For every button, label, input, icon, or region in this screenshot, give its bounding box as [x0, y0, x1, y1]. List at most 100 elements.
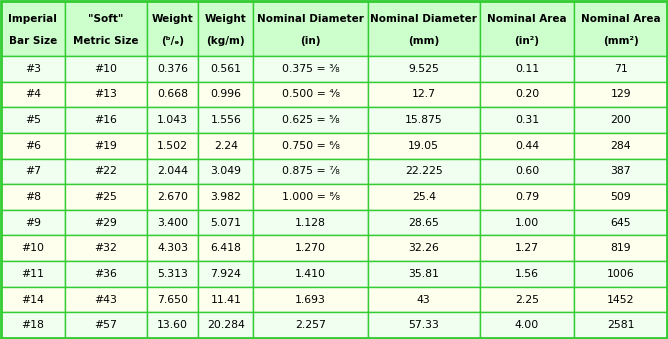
Bar	[368, 107, 480, 133]
Bar	[480, 236, 574, 261]
Bar	[480, 210, 574, 236]
Text: #10: #10	[21, 243, 44, 253]
Bar	[368, 56, 480, 82]
Bar	[480, 56, 574, 82]
Bar	[480, 287, 574, 312]
Bar	[574, 236, 667, 261]
Text: #22: #22	[94, 166, 117, 176]
Bar	[65, 312, 146, 338]
Text: 0.79: 0.79	[515, 192, 539, 202]
Text: 57.33: 57.33	[408, 320, 439, 330]
Text: 1.693: 1.693	[295, 295, 326, 304]
Text: 2581: 2581	[607, 320, 635, 330]
Text: #10: #10	[94, 64, 117, 74]
Bar	[253, 107, 368, 133]
Text: 1452: 1452	[607, 295, 635, 304]
Bar	[368, 312, 480, 338]
Text: 20.284: 20.284	[207, 320, 244, 330]
Text: 1.00: 1.00	[515, 218, 539, 227]
Bar	[574, 107, 667, 133]
Bar	[253, 236, 368, 261]
Text: 0.668: 0.668	[157, 89, 188, 99]
Bar	[65, 133, 146, 159]
Text: #14: #14	[21, 295, 44, 304]
Text: 1.043: 1.043	[157, 115, 188, 125]
Text: 6.418: 6.418	[210, 243, 241, 253]
Bar	[198, 210, 253, 236]
Bar	[480, 261, 574, 287]
Text: Nominal Area: Nominal Area	[487, 14, 566, 24]
Bar	[368, 287, 480, 312]
Bar	[65, 287, 146, 312]
Bar	[146, 159, 198, 184]
Text: 0.375 = ³⁄₈: 0.375 = ³⁄₈	[282, 64, 339, 74]
Bar	[1, 210, 65, 236]
Text: 12.7: 12.7	[411, 89, 436, 99]
Text: 387: 387	[611, 166, 631, 176]
Bar	[198, 261, 253, 287]
Text: 15.875: 15.875	[405, 115, 443, 125]
Bar	[146, 82, 198, 107]
Bar	[1, 159, 65, 184]
Bar	[480, 82, 574, 107]
Bar	[146, 56, 198, 82]
Text: 4.303: 4.303	[157, 243, 188, 253]
Text: 1.000 = ⁸⁄₈: 1.000 = ⁸⁄₈	[282, 192, 339, 202]
Text: 1.27: 1.27	[515, 243, 539, 253]
Text: 819: 819	[611, 243, 631, 253]
Bar	[368, 184, 480, 210]
Bar	[574, 56, 667, 82]
Text: 284: 284	[611, 141, 631, 151]
Bar	[480, 184, 574, 210]
Text: 5.313: 5.313	[157, 269, 188, 279]
Text: Weight: Weight	[152, 14, 193, 24]
Bar	[253, 312, 368, 338]
Text: #18: #18	[21, 320, 44, 330]
Text: 2.24: 2.24	[214, 141, 238, 151]
Text: (in²): (in²)	[514, 36, 540, 46]
Text: 3.400: 3.400	[157, 218, 188, 227]
Bar	[480, 159, 574, 184]
Bar	[574, 159, 667, 184]
Text: 71: 71	[614, 64, 627, 74]
Bar	[1, 312, 65, 338]
Bar	[1, 236, 65, 261]
Text: Metric Size: Metric Size	[73, 36, 138, 46]
Bar	[253, 184, 368, 210]
Text: #57: #57	[94, 320, 117, 330]
Bar	[253, 133, 368, 159]
Text: 0.875 = ⁷⁄₈: 0.875 = ⁷⁄₈	[282, 166, 339, 176]
Bar	[146, 261, 198, 287]
Bar	[1, 107, 65, 133]
Text: 7.650: 7.650	[157, 295, 188, 304]
Text: 28.65: 28.65	[408, 218, 439, 227]
Bar	[1, 287, 65, 312]
Text: 2.25: 2.25	[515, 295, 539, 304]
Bar	[65, 107, 146, 133]
Bar	[1, 133, 65, 159]
Text: 0.376: 0.376	[157, 64, 188, 74]
Text: 1006: 1006	[607, 269, 635, 279]
Text: "Soft": "Soft"	[88, 14, 124, 24]
Text: (in): (in)	[301, 36, 321, 46]
Bar	[198, 82, 253, 107]
Text: #11: #11	[21, 269, 44, 279]
Text: 1.128: 1.128	[295, 218, 326, 227]
Text: 22.225: 22.225	[405, 166, 443, 176]
Bar	[574, 210, 667, 236]
Text: 0.996: 0.996	[210, 89, 241, 99]
Text: (mm): (mm)	[408, 36, 440, 46]
Text: #8: #8	[25, 192, 41, 202]
Bar	[368, 236, 480, 261]
Bar	[368, 82, 480, 107]
Bar	[198, 56, 253, 82]
Bar	[253, 210, 368, 236]
Bar	[146, 287, 198, 312]
Bar	[65, 159, 146, 184]
Bar	[1, 1, 65, 56]
Text: 1.56: 1.56	[515, 269, 539, 279]
Bar	[65, 261, 146, 287]
Bar	[368, 210, 480, 236]
Text: 0.500 = ⁴⁄₈: 0.500 = ⁴⁄₈	[282, 89, 339, 99]
Text: 2.257: 2.257	[295, 320, 326, 330]
